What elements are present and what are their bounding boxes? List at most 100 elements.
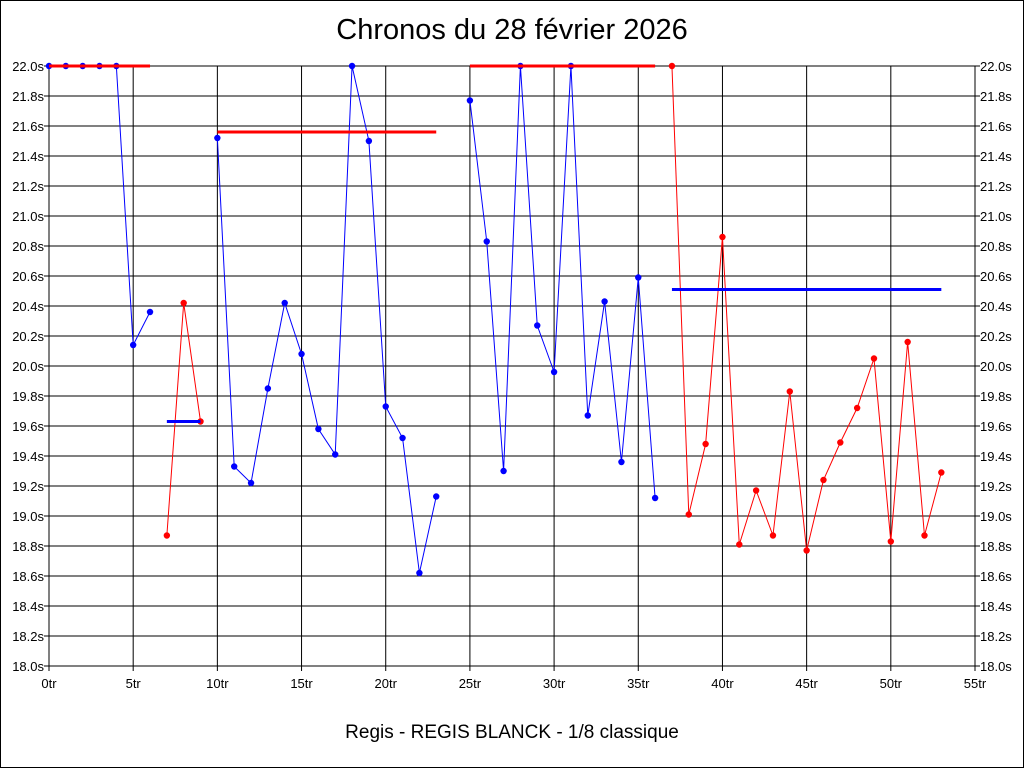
y-tick-label-left: 19.4s — [12, 449, 44, 464]
y-tick-label-right: 19.2s — [980, 479, 1012, 494]
x-tick-label: 25tr — [459, 676, 482, 691]
data-point — [365, 137, 373, 145]
y-tick-label-right: 22.0s — [980, 59, 1012, 74]
data-point — [416, 569, 423, 577]
data-point — [214, 134, 221, 142]
series-line — [469, 65, 656, 499]
data-point — [752, 487, 760, 494]
tick-labels: 18.0s 18.0s 18.2s 18.2s 18.4s 18.4s 18.6s 18.6s… — [12, 59, 1012, 691]
x-tick-label: 5tr — [126, 676, 142, 691]
data-point — [146, 308, 154, 316]
y-tick-label-left: 21.4s — [12, 149, 44, 164]
y-tick-label-right: 18.4s — [980, 599, 1012, 614]
y-tick-label-right: 18.8s — [980, 539, 1012, 554]
y-tick-label-left: 21.0s — [12, 209, 44, 224]
data-point — [483, 238, 490, 245]
y-tick-label-right: 21.8s — [980, 89, 1012, 104]
y-tick-label-right: 20.6s — [980, 269, 1012, 284]
data-point — [668, 62, 676, 70]
y-tick-label-left: 22.0s — [12, 59, 44, 74]
y-tick-label-left: 19.2s — [12, 479, 44, 494]
x-tick-label: 40tr — [711, 676, 734, 691]
y-tick-label-right: 21.4s — [980, 149, 1012, 164]
y-tick-label-right: 21.0s — [980, 209, 1012, 224]
y-tick-label-left: 20.8s — [12, 239, 44, 254]
y-tick-label-left: 20.2s — [12, 329, 44, 344]
chart-caption: Regis - REGIS BLANCK - 1/8 classique — [345, 722, 679, 743]
data-point — [769, 532, 777, 539]
data-point — [298, 350, 305, 358]
chart-title: Chronos du 28 février 2026 — [336, 14, 688, 46]
data-point — [399, 434, 406, 442]
x-tick-label: 45tr — [795, 676, 818, 691]
y-tick-label-left: 19.8s — [12, 389, 44, 404]
data-point — [601, 298, 608, 305]
data-point — [904, 338, 911, 346]
x-tick-label: 20tr — [375, 676, 398, 691]
grid-lines — [44, 65, 980, 671]
y-tick-label-right: 18.6s — [980, 569, 1012, 584]
data-point — [719, 233, 726, 241]
x-tick-label: 30tr — [543, 676, 566, 691]
y-tick-label-right: 20.0s — [980, 359, 1012, 374]
data-point — [281, 299, 288, 307]
series-line — [216, 65, 437, 574]
data-point — [129, 341, 137, 349]
y-tick-label-left: 18.0s — [12, 659, 44, 674]
data-point — [702, 440, 709, 448]
data-point — [382, 403, 389, 410]
y-tick-label-left: 20.0s — [12, 359, 44, 374]
data-point — [584, 412, 591, 419]
y-tick-label-left: 18.2s — [12, 629, 44, 644]
y-tick-label-right: 19.8s — [980, 389, 1012, 404]
y-tick-label-left: 20.4s — [12, 299, 44, 314]
y-tick-label-left: 21.6s — [12, 119, 44, 134]
x-tick-label: 10tr — [206, 676, 229, 691]
data-point — [887, 538, 895, 545]
y-tick-label-left: 19.6s — [12, 419, 44, 434]
x-tick-label: 15tr — [290, 676, 313, 691]
data-point — [348, 62, 356, 70]
y-tick-label-left: 21.8s — [12, 89, 44, 104]
x-tick-label: 50tr — [880, 676, 903, 691]
y-tick-label-right: 21.2s — [980, 179, 1012, 194]
y-tick-label-left: 20.6s — [12, 269, 44, 284]
data-point — [247, 479, 255, 487]
y-tick-label-left: 18.8s — [12, 539, 44, 554]
data-point — [870, 355, 878, 362]
data-point — [685, 511, 692, 518]
y-tick-label-right: 19.4s — [980, 449, 1012, 464]
data-point — [618, 458, 625, 466]
data-point — [231, 463, 238, 470]
data-point — [938, 469, 945, 476]
y-tick-label-right: 20.8s — [980, 239, 1012, 254]
reference-lines — [49, 64, 942, 423]
y-tick-label-right: 18.2s — [980, 629, 1012, 644]
y-tick-label-left: 19.0s — [12, 509, 44, 524]
data-point — [500, 467, 507, 475]
y-tick-label-right: 20.4s — [980, 299, 1012, 314]
series-layer — [45, 62, 945, 577]
data-point — [534, 322, 541, 329]
data-point — [651, 494, 659, 502]
data-point — [921, 532, 928, 539]
y-tick-label-right: 21.6s — [980, 119, 1012, 134]
y-tick-label-right: 19.6s — [980, 419, 1012, 434]
y-tick-label-right: 20.2s — [980, 329, 1012, 344]
y-tick-label-left: 18.6s — [12, 569, 44, 584]
data-point — [180, 299, 187, 307]
data-point — [163, 532, 171, 539]
series-line — [49, 65, 151, 347]
y-tick-label-right: 19.0s — [980, 509, 1012, 524]
x-tick-label: 35tr — [627, 676, 650, 691]
series-line — [166, 302, 202, 536]
data-point — [786, 388, 793, 395]
data-point — [803, 547, 810, 554]
data-point — [853, 404, 861, 412]
data-point — [315, 425, 322, 433]
data-point — [466, 97, 474, 104]
data-point — [264, 385, 272, 392]
data-point — [332, 451, 339, 458]
